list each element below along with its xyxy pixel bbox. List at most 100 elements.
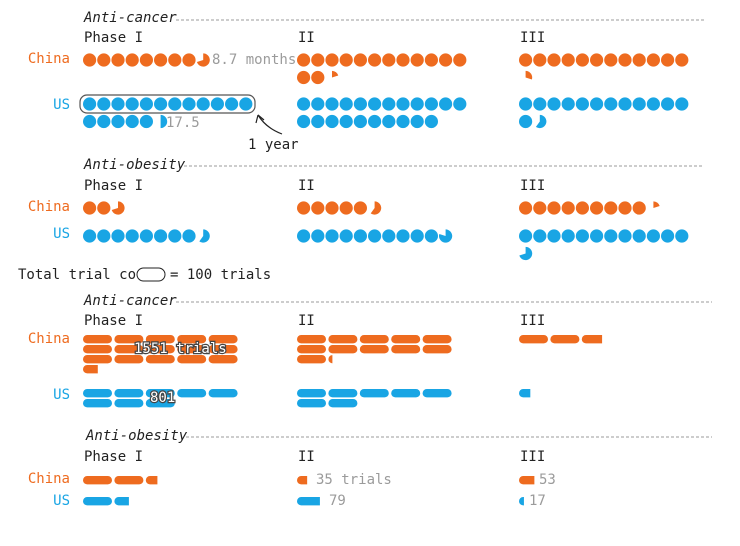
time-cancer-us-phase-1-unit: [168, 97, 182, 111]
time-cancer-us-phase-2-unit: [311, 114, 325, 129]
time-cancer-china-phase-2-unit: [311, 53, 325, 67]
time-cancer-china-phase-2-unit: [453, 53, 467, 67]
one-year-arrow: [257, 114, 283, 135]
time-cancer-us-phase-1-partial-unit: [160, 114, 168, 129]
annotation-17-5: 17.5: [166, 115, 200, 131]
time-obesity-china-phase-2-unit: [353, 201, 367, 215]
count-cancer-us-phase-1-unit: [114, 399, 144, 408]
time-cancer-us-phase-3-unit: [575, 97, 590, 111]
time-cancer-china-phase-2-unit: [368, 53, 382, 67]
time-cancer-us-phase-2-unit: [325, 114, 339, 129]
time-cancer-china-phase-1-unit: [125, 53, 139, 67]
time-cancer-us-phase-1-unit: [125, 114, 139, 129]
time-cancer-us-phase-3-unit: [618, 97, 632, 111]
time-cancer-us-phase-1-unit: [83, 114, 97, 129]
time-obesity-us-phase-3-unit: [519, 229, 533, 243]
count-cancer-china-phase-2-unit: [297, 355, 326, 364]
time-obesity-us-phase-3-unit: [675, 229, 689, 243]
time-obesity-us-phase-3-unit: [646, 229, 661, 243]
country-label-us: US: [53, 493, 70, 509]
time-cancer-china-phase-1-unit: [168, 53, 182, 67]
count-obesity-us-phase-1-partial-unit: [114, 497, 129, 506]
time-cancer-china-phase-2-unit: [311, 70, 325, 85]
time-cancer-china-phase-2-unit: [325, 53, 339, 67]
time-cancer-china-phase-2-unit: [396, 53, 410, 67]
count-cancer-us-phase-1-unit: [83, 389, 112, 398]
time-cancer-china-phase-3-unit: [604, 53, 618, 67]
count-obesity-china-phase-3-partial-unit: [519, 476, 535, 485]
time-cancer-us-phase-1-unit: [97, 97, 111, 111]
time-cancer-china-phase-3-unit: [675, 53, 689, 67]
time-obesity-us-phase-3-unit: [590, 229, 604, 243]
phase-header-1: Phase I: [84, 178, 143, 194]
time-cancer-us-phase-2-unit: [382, 97, 396, 111]
count-cancer-us-phase-1-unit: [177, 389, 207, 398]
time-cancer-us-phase-2-unit: [396, 114, 410, 129]
chart-marks: [83, 53, 689, 506]
annotation-8-7-months: 8.7 months: [212, 52, 296, 68]
country-label-us: US: [53, 97, 70, 113]
time-obesity-us-phase-1-unit: [154, 229, 168, 243]
count-cancer-china-phase-1-unit: [145, 355, 175, 364]
count-cancer-china-phase-2-unit: [359, 345, 389, 354]
time-cancer-us-phase-2-unit: [410, 114, 424, 129]
time-cancer-china-phase-2-unit: [424, 53, 438, 67]
time-cancer-china-phase-1-partial-unit: [196, 53, 210, 67]
phase-header-1: Phase I: [84, 449, 143, 465]
annotation-53: 53: [539, 472, 556, 488]
time-cancer-china-phase-1-unit: [97, 53, 111, 67]
time-cancer-us-phase-1-unit: [83, 97, 97, 111]
count-cancer-china-phase-1-unit: [145, 335, 175, 344]
count-cancer-china-phase-2-unit: [359, 335, 389, 344]
count-cancer-us-phase-1-unit: [114, 389, 144, 398]
count-obesity-china-phase-1-unit: [114, 476, 144, 485]
legend-suffix: = 100 trials: [170, 267, 271, 283]
time-cancer-us-phase-2-unit: [339, 114, 353, 129]
time-obesity-us-phase-1-unit: [182, 229, 196, 243]
section-label-anti-cancer: Anti-cancer: [83, 293, 177, 309]
phase-header-2: II: [298, 449, 315, 465]
country-label-china: China: [28, 199, 70, 215]
time-cancer-china-phase-2-unit: [353, 53, 367, 67]
annotation-1-year: 1 year: [248, 137, 299, 153]
count-cancer-us-phase-2-unit: [297, 399, 326, 408]
count-cancer-china-phase-2-unit: [328, 335, 358, 344]
count-cancer-china-phase-2-unit: [297, 335, 326, 344]
time-obesity-china-phase-2-unit: [339, 201, 353, 215]
time-obesity-us-phase-2-unit: [353, 229, 367, 243]
country-label-china: China: [28, 471, 70, 487]
count-cancer-china-phase-2-unit: [391, 345, 421, 354]
time-cancer-us-phase-1-unit: [125, 97, 139, 111]
time-cancer-us-phase-1-unit: [139, 97, 153, 111]
time-obesity-us-phase-1-unit: [125, 229, 139, 243]
time-obesity-us-phase-3-unit: [575, 229, 590, 243]
annotation-17: 17: [529, 493, 546, 509]
time-obesity-us-phase-3-unit: [561, 229, 575, 243]
phase-header-2: II: [298, 178, 315, 194]
count-cancer-china-phase-3-unit: [550, 335, 580, 344]
time-cancer-china-phase-2-unit: [382, 53, 396, 67]
time-cancer-china-phase-1-unit: [139, 53, 153, 67]
time-obesity-china-phase-3-unit: [533, 201, 547, 215]
count-cancer-us-phase-2-unit: [391, 389, 421, 398]
time-cancer-us-phase-3-unit: [561, 97, 575, 111]
time-cancer-china-phase-3-unit: [547, 53, 561, 67]
time-cancer-china-phase-2-unit: [339, 53, 353, 67]
time-obesity-us-phase-1-unit: [97, 229, 111, 243]
annotation-79: 79: [329, 493, 346, 509]
phase-header-3: III: [520, 313, 545, 329]
time-cancer-china-phase-2-unit: [297, 53, 311, 67]
annotation-801: 801: [150, 390, 175, 406]
count-cancer-china-phase-1-unit: [83, 345, 112, 354]
time-cancer-us-phase-2-unit: [297, 97, 311, 111]
time-cancer-us-phase-3-unit: [590, 97, 604, 111]
count-cancer-china-phase-1-unit: [177, 355, 207, 364]
time-cancer-us-phase-1-unit: [210, 97, 224, 111]
time-cancer-us-phase-2-unit: [424, 114, 438, 129]
time-cancer-us-phase-3-unit: [661, 97, 675, 111]
section-label-anti-obesity: Anti-obesity: [83, 157, 186, 173]
time-obesity-china-phase-2-unit: [325, 201, 339, 215]
one-year-arrowhead: [255, 114, 265, 124]
phase-header-3: III: [520, 449, 545, 465]
count-obesity-us-phase-3-partial-unit: [519, 497, 524, 506]
